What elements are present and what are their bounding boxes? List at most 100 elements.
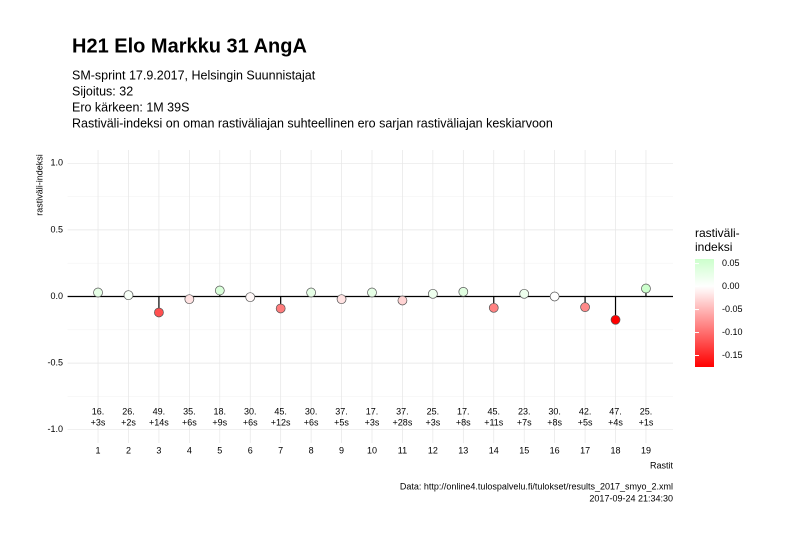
- position-label: 45.: [488, 406, 501, 416]
- x-axis-label: Rastit: [650, 460, 674, 470]
- position-label: 37.: [335, 406, 348, 416]
- subtitle: SM-sprint 17.9.2017, Helsingin Suunnista…: [72, 68, 316, 82]
- x-tick-label: 5: [217, 445, 222, 455]
- chart-title: H21 Elo Markku 31 AngA: [72, 35, 307, 57]
- point: [184, 294, 195, 305]
- y-tick-label: 1.0: [50, 158, 63, 168]
- point: [275, 303, 286, 314]
- legend-tick-label: 0.05: [722, 258, 740, 268]
- split-label: +6s: [182, 417, 197, 427]
- x-tick-label: 17: [580, 445, 590, 455]
- x-tick-label: 7: [278, 445, 283, 455]
- x-tick-label: 10: [367, 445, 377, 455]
- split-label: +3s: [91, 417, 106, 427]
- x-tick-label: 4: [187, 445, 192, 455]
- legend-title: rastiväli-: [695, 226, 740, 240]
- split-label: +14s: [149, 417, 169, 427]
- split-label: +3s: [365, 417, 380, 427]
- point: [458, 286, 469, 297]
- position-label: 25.: [427, 406, 440, 416]
- caption: 2017-09-24 21:34:30: [589, 493, 673, 503]
- split-label: +4s: [608, 417, 623, 427]
- position-label: 17.: [366, 406, 379, 416]
- position-label: 45.: [274, 406, 287, 416]
- x-tick-label: 1: [96, 445, 101, 455]
- legend-title: indeksi: [695, 240, 732, 254]
- legend-tick-label: -0.05: [722, 304, 743, 314]
- point: [549, 291, 560, 302]
- position-label: 47.: [609, 406, 622, 416]
- point: [580, 302, 590, 313]
- position-label: 23.: [518, 406, 531, 416]
- point: [610, 314, 621, 325]
- legend-tick-label: 0.00: [722, 281, 740, 291]
- x-tick-label: 16: [550, 445, 560, 455]
- point: [123, 290, 134, 301]
- legend-tick-label: -0.15: [722, 350, 743, 360]
- position-label: 30.: [548, 406, 561, 416]
- y-tick-label: 0.0: [50, 291, 63, 301]
- position-label: 25.: [640, 406, 653, 416]
- split-label: +6s: [304, 417, 319, 427]
- position-label: 37.: [396, 406, 409, 416]
- split-label: +28s: [393, 417, 413, 427]
- subtitle: Sijoitus: 32: [72, 84, 133, 98]
- position-label: 30.: [244, 406, 257, 416]
- point: [154, 307, 164, 318]
- point: [306, 287, 316, 298]
- y-axis-label: rastiväli-indeksi: [34, 154, 44, 216]
- x-tick-label: 15: [519, 445, 529, 455]
- point: [428, 288, 438, 299]
- position-label: 17.: [457, 406, 470, 416]
- split-label: +2s: [121, 417, 136, 427]
- x-tick-label: 3: [156, 445, 161, 455]
- position-label: 35.: [183, 406, 196, 416]
- split-label: +11s: [484, 417, 504, 427]
- y-tick-label: 0.5: [50, 224, 63, 234]
- point: [93, 287, 103, 298]
- split-label: +7s: [517, 417, 532, 427]
- x-tick-label: 19: [641, 445, 651, 455]
- position-label: 18.: [214, 406, 227, 416]
- x-tick-label: 14: [489, 445, 499, 455]
- x-tick-label: 8: [309, 445, 314, 455]
- position-label: 30.: [305, 406, 318, 416]
- x-tick-label: 12: [428, 445, 438, 455]
- position-label: 42.: [579, 406, 592, 416]
- y-tick-label: -0.5: [47, 357, 63, 367]
- x-tick-label: 11: [398, 445, 407, 455]
- caption: Data: http://online4.tulospalvelu.fi/tul…: [400, 481, 673, 491]
- split-label: +3s: [425, 417, 440, 427]
- subtitle: Rastiväli-indeksi on oman rastiväliajan …: [72, 116, 553, 130]
- x-tick-label: 9: [339, 445, 344, 455]
- split-label: +5s: [334, 417, 349, 427]
- subtitle: Ero kärkeen: 1M 39S: [72, 100, 189, 114]
- point: [336, 294, 347, 305]
- legend-colorbar: [695, 259, 714, 367]
- point: [488, 302, 499, 313]
- split-label: +9s: [212, 417, 227, 427]
- x-tick-label: 18: [611, 445, 621, 455]
- split-label: +6s: [243, 417, 258, 427]
- x-tick-label: 6: [248, 445, 253, 455]
- split-label: +12s: [271, 417, 291, 427]
- position-label: 26.: [122, 406, 135, 416]
- point: [214, 285, 225, 296]
- point: [245, 292, 256, 303]
- position-label: 49.: [153, 406, 166, 416]
- split-label: +8s: [547, 417, 562, 427]
- split-label: +8s: [456, 417, 471, 427]
- x-tick-label: 13: [458, 445, 468, 455]
- point: [367, 287, 377, 298]
- split-label: +5s: [578, 417, 593, 427]
- split-label: +1s: [639, 417, 654, 427]
- y-tick-label: -1.0: [47, 424, 63, 434]
- x-tick-label: 2: [126, 445, 131, 455]
- point: [397, 295, 408, 306]
- point: [519, 288, 530, 299]
- point: [641, 283, 651, 294]
- legend-tick-label: -0.10: [722, 327, 743, 337]
- position-label: 16.: [92, 406, 105, 416]
